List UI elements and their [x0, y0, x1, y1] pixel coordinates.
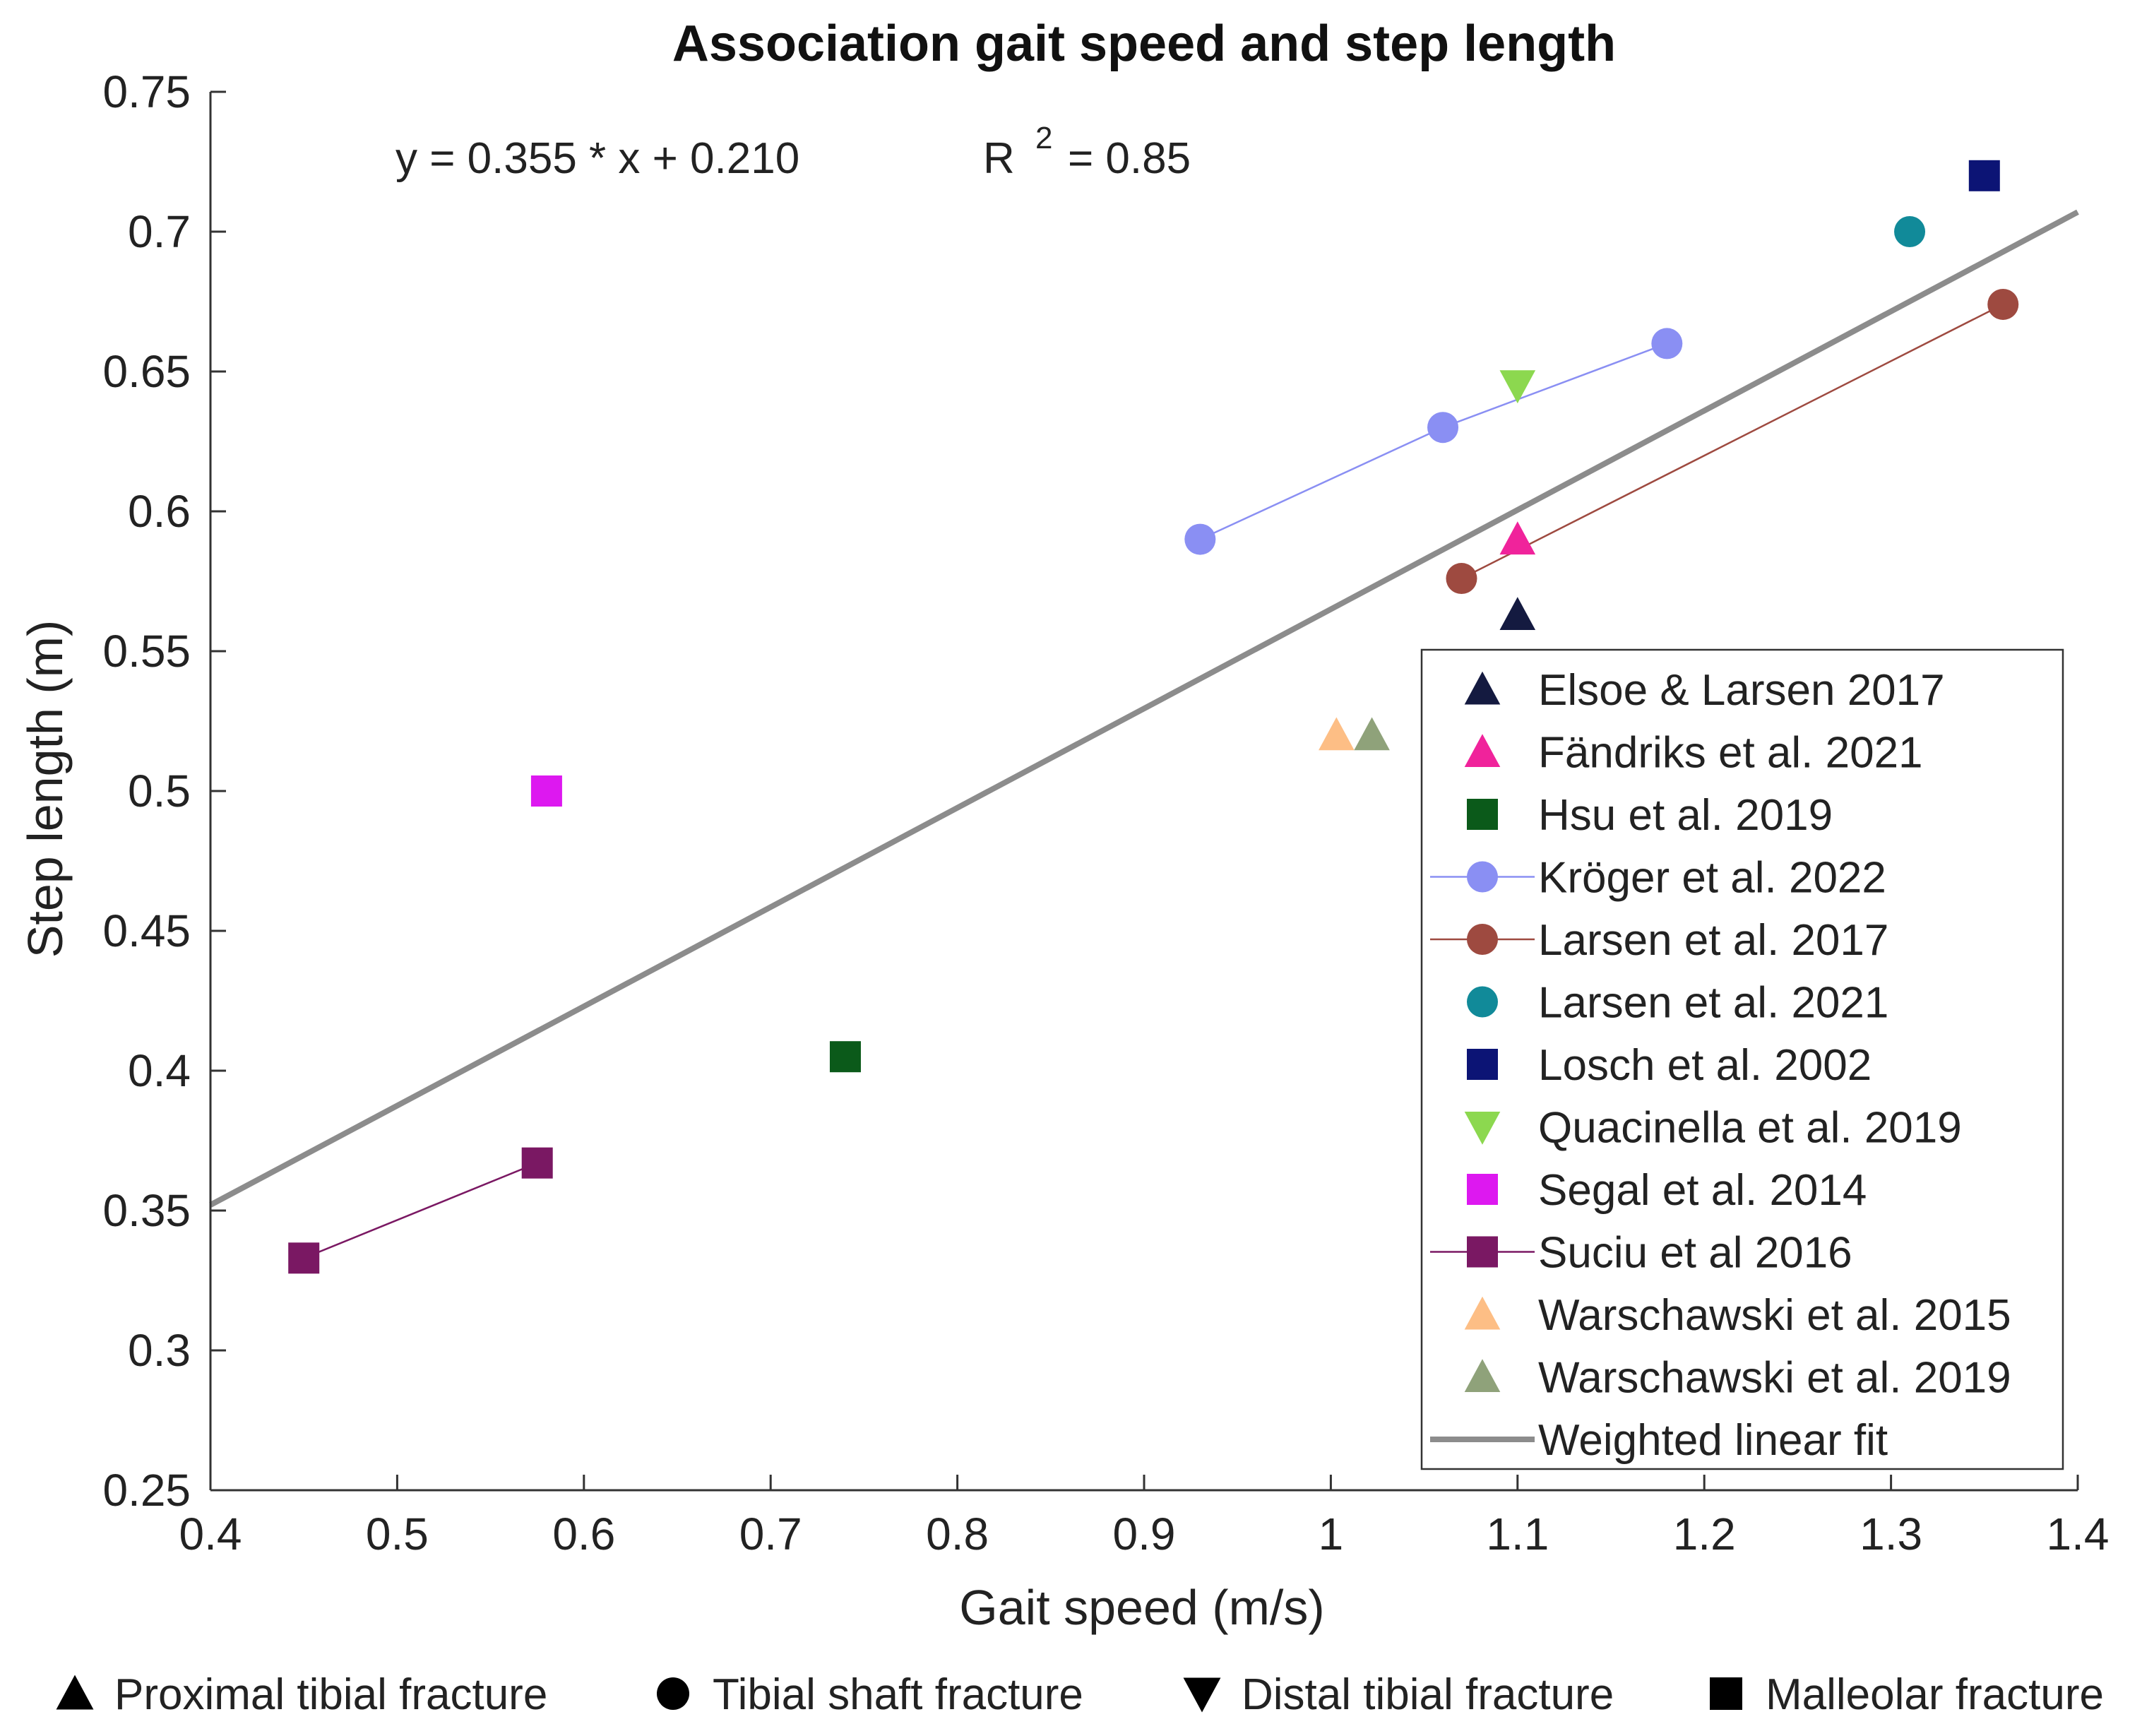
y-tick-label: 0.55: [102, 626, 191, 677]
fracture-key-label: Malleolar fracture: [1766, 1670, 2104, 1719]
data-point: [1184, 523, 1216, 555]
series-line: [303, 1162, 538, 1259]
x-tick-label: 0.9: [1113, 1509, 1176, 1559]
legend-marker: [1467, 799, 1498, 830]
legend-label: Suciu et al 2016: [1538, 1229, 1852, 1278]
legend-marker: [1467, 986, 1498, 1018]
x-tick-label: 1.3: [1860, 1509, 1922, 1559]
legend-label: Losch et al. 2002: [1538, 1041, 1872, 1090]
legend-label: Warschawski et al. 2015: [1538, 1291, 2011, 1340]
data-point: [1446, 563, 1477, 595]
x-tick-label: 0.4: [179, 1509, 242, 1559]
legend-marker: [1464, 734, 1501, 768]
chart-title: Association gait speed and step length: [672, 16, 1616, 72]
legend-box: [1420, 648, 2064, 1470]
legend-label: Elsoe & Larsen 2017: [1538, 666, 1945, 715]
y-tick-label: 0.25: [102, 1465, 191, 1516]
x-tick-label: 1: [1319, 1509, 1344, 1559]
legend-label: Segal et al. 2014: [1538, 1166, 1867, 1215]
x-tick-label: 1.2: [1673, 1509, 1736, 1559]
y-tick-label: 0.7: [128, 206, 191, 257]
y-tick-label: 0.5: [128, 766, 191, 816]
r-squared-suffix: = 0.85: [1068, 134, 1191, 183]
legend-marker: [1464, 1296, 1501, 1330]
x-tick-label: 0.8: [926, 1509, 989, 1559]
legend-marker: [1464, 1359, 1501, 1393]
data-point: [1651, 328, 1683, 359]
data-point: [288, 1242, 320, 1274]
fracture-key-marker: [657, 1677, 689, 1710]
fracture-key-marker: [1710, 1677, 1742, 1710]
fracture-key-label: Tibial shaft fracture: [713, 1670, 1083, 1719]
data-point: [521, 1147, 553, 1179]
legend-marker: [1467, 861, 1498, 893]
data-point: [1894, 216, 1926, 247]
data-point: [1968, 160, 2000, 191]
legend-marker: [1467, 1236, 1498, 1268]
legend-marker: [1467, 1174, 1498, 1205]
data-point: [1427, 412, 1459, 444]
data-point: [829, 1041, 861, 1073]
x-tick-label: 1.4: [2047, 1509, 2110, 1559]
y-tick-label: 0.3: [128, 1325, 191, 1376]
legend-marker: [1464, 1111, 1501, 1145]
y-tick-label: 0.6: [128, 486, 191, 537]
fit-group: [209, 209, 2079, 1208]
legend: Elsoe & Larsen 2017 Fändriks et al. 2021 H…: [1420, 648, 2064, 1470]
legend-marker: [1467, 924, 1498, 955]
legend-marker: [1464, 671, 1501, 705]
fit-line: [209, 209, 2079, 1208]
y-tick-label: 0.4: [128, 1045, 191, 1096]
x-tick-label: 0.7: [739, 1509, 802, 1559]
legend-label: Fändriks et al. 2021: [1538, 729, 1923, 778]
fracture-key-label: Distal tibial fracture: [1242, 1670, 1614, 1719]
y-tick-label: 0.75: [102, 66, 191, 117]
legend-marker: [1467, 1049, 1498, 1080]
legend-label: Kröger et al. 2022: [1538, 854, 1886, 903]
r-squared-prefix: R: [983, 134, 1015, 183]
series-group: [288, 160, 2019, 1274]
legend-label: Weighted linear fit: [1538, 1416, 1888, 1465]
fracture-key-label: Proximal tibial fracture: [114, 1670, 547, 1719]
r-squared-exponent: 2: [1035, 121, 1052, 155]
r-squared: R 2 = 0.85: [983, 121, 1191, 183]
x-tick-label: 0.6: [552, 1509, 615, 1559]
x-tick-label: 1.1: [1486, 1509, 1549, 1559]
data-point: [1354, 717, 1390, 751]
legend-label: Larsen et al. 2017: [1538, 916, 1888, 965]
legend-label: Larsen et al. 2021: [1538, 979, 1888, 1028]
fracture-key-marker: [56, 1675, 94, 1710]
fit-equation: y = 0.355 * x + 0.210: [395, 134, 799, 183]
legend-label: Warschawski et al. 2019: [1538, 1354, 2011, 1403]
data-point: [1499, 597, 1536, 631]
y-tick-label: 0.65: [102, 346, 191, 397]
legend-label: Quacinella et al. 2019: [1538, 1104, 1962, 1153]
y-tick-label: 0.45: [102, 905, 191, 956]
legend-label: Hsu et al. 2019: [1538, 791, 1833, 840]
y-axis-label: Step length (m): [18, 620, 73, 958]
data-point: [1319, 717, 1355, 751]
fracture-type-key: Proximal tibial fracture Tibial shaft fra…: [56, 1670, 2104, 1719]
y-tick-label: 0.35: [102, 1185, 191, 1236]
data-point: [1499, 521, 1536, 555]
x-axis-label: Gait speed (m/s): [959, 1580, 1324, 1635]
x-tick-label: 0.5: [366, 1509, 429, 1559]
fracture-key-marker: [1183, 1677, 1221, 1713]
series-line: [1460, 303, 2004, 580]
data-point: [1499, 370, 1536, 404]
data-point: [530, 775, 562, 807]
axes-group: 0.4 0.5 0.6 0.7 0.8 0.9 1 1.1 1.2 1.3 1.4 0.25 0.3 0.…: [102, 66, 2109, 1559]
data-point: [1987, 288, 2019, 320]
